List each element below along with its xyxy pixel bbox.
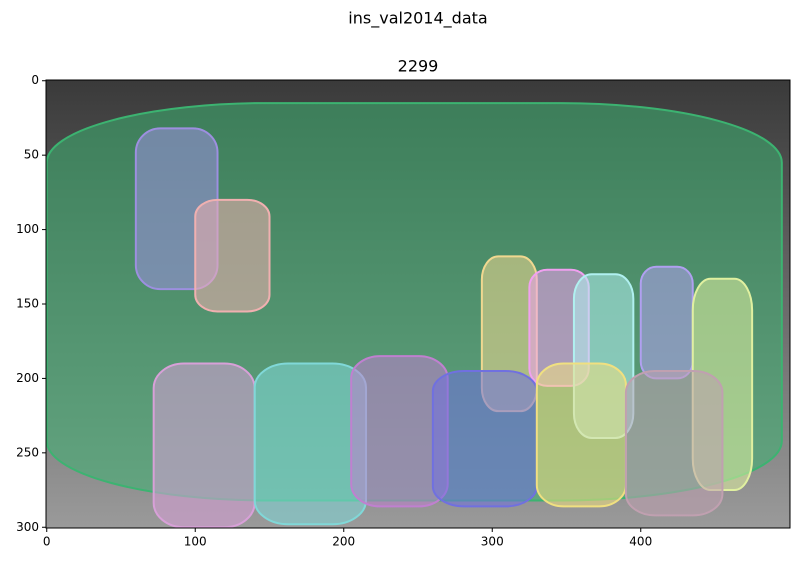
x-tick-label: 300 <box>481 535 504 549</box>
instance-mask <box>194 198 271 313</box>
x-tick-label: 200 <box>332 535 355 549</box>
instance-mask <box>253 362 368 526</box>
x-tick-label: 100 <box>184 535 207 549</box>
y-tick-label: 200 <box>16 371 39 385</box>
y-tick-label: 250 <box>16 445 39 459</box>
x-tick-label: 0 <box>43 535 51 549</box>
instance-mask <box>535 362 627 508</box>
instance-mask <box>639 265 694 380</box>
suptitle: ins_val2014_data <box>348 9 487 29</box>
axes-title: 2299 <box>398 57 439 76</box>
x-tick-label: 400 <box>629 535 652 549</box>
y-tick-label: 0 <box>31 73 39 87</box>
masks <box>45 102 783 529</box>
y-tick-label: 300 <box>16 520 39 534</box>
y-tick-label: 50 <box>24 148 39 162</box>
instance-mask <box>431 369 538 508</box>
y-tick-label: 150 <box>16 297 39 311</box>
y-tick-label: 100 <box>16 222 39 236</box>
instance-mask <box>152 362 256 529</box>
instance-mask <box>624 369 724 517</box>
